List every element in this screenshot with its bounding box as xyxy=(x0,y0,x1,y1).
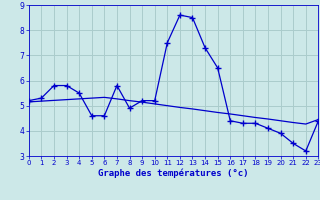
X-axis label: Graphe des températures (°c): Graphe des températures (°c) xyxy=(98,169,249,178)
